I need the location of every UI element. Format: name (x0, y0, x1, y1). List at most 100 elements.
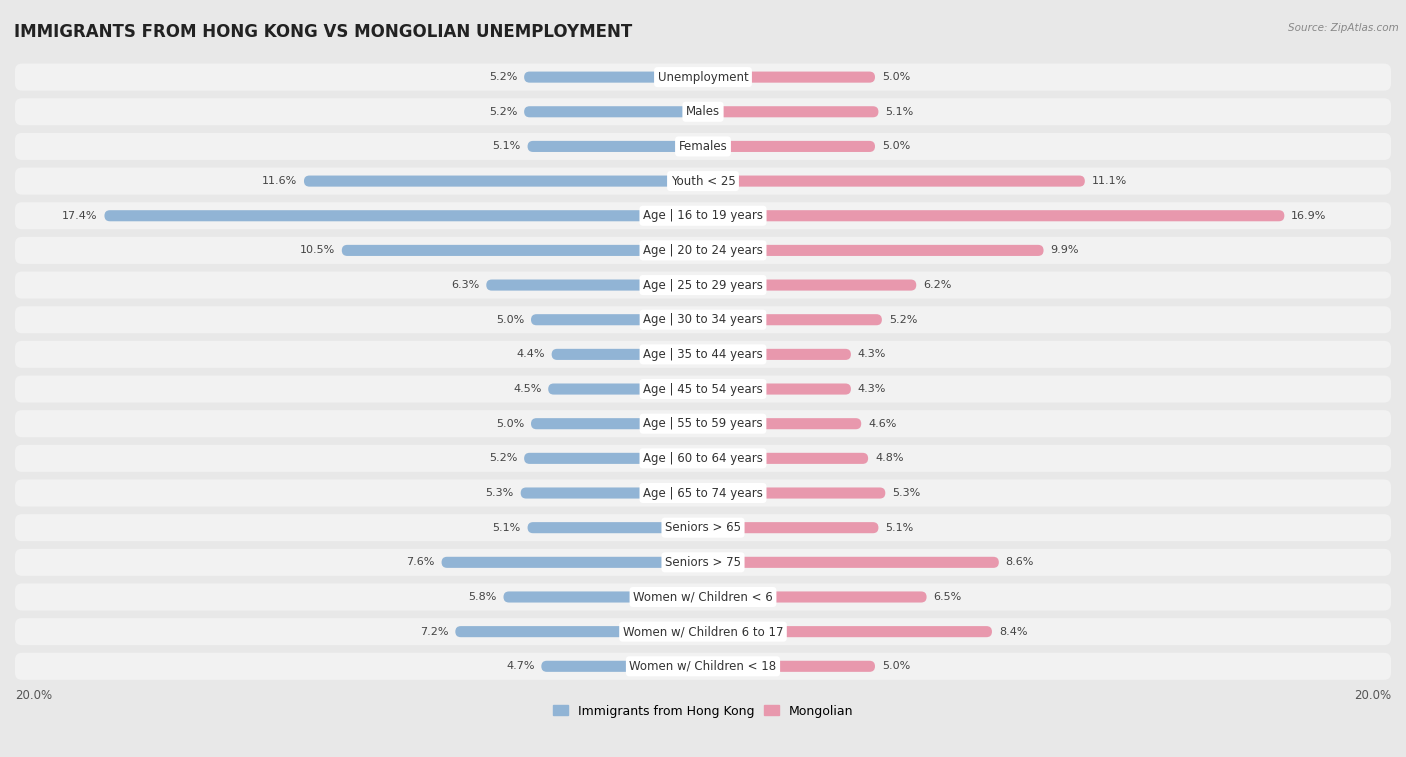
FancyBboxPatch shape (703, 279, 917, 291)
FancyBboxPatch shape (15, 306, 1391, 333)
Text: 5.0%: 5.0% (882, 142, 910, 151)
FancyBboxPatch shape (15, 133, 1391, 160)
FancyBboxPatch shape (548, 384, 703, 394)
Text: Source: ZipAtlas.com: Source: ZipAtlas.com (1288, 23, 1399, 33)
FancyBboxPatch shape (520, 488, 703, 499)
FancyBboxPatch shape (15, 549, 1391, 576)
FancyBboxPatch shape (703, 245, 1043, 256)
Text: Women w/ Children < 6: Women w/ Children < 6 (633, 590, 773, 603)
FancyBboxPatch shape (703, 176, 1085, 187)
FancyBboxPatch shape (541, 661, 703, 672)
Text: 5.0%: 5.0% (882, 662, 910, 671)
Text: 5.8%: 5.8% (468, 592, 496, 602)
Text: Women w/ Children < 18: Women w/ Children < 18 (630, 660, 776, 673)
FancyBboxPatch shape (15, 237, 1391, 264)
FancyBboxPatch shape (527, 141, 703, 152)
FancyBboxPatch shape (703, 522, 879, 533)
FancyBboxPatch shape (703, 384, 851, 394)
Text: 10.5%: 10.5% (299, 245, 335, 255)
FancyBboxPatch shape (15, 272, 1391, 298)
FancyBboxPatch shape (551, 349, 703, 360)
FancyBboxPatch shape (342, 245, 703, 256)
Text: 11.6%: 11.6% (262, 176, 297, 186)
Text: 7.6%: 7.6% (406, 557, 434, 567)
FancyBboxPatch shape (304, 176, 703, 187)
Text: 5.1%: 5.1% (492, 522, 520, 533)
Text: Females: Females (679, 140, 727, 153)
Text: 4.4%: 4.4% (516, 350, 544, 360)
Text: Women w/ Children 6 to 17: Women w/ Children 6 to 17 (623, 625, 783, 638)
Text: 6.3%: 6.3% (451, 280, 479, 290)
Text: 5.1%: 5.1% (886, 107, 914, 117)
Text: 11.1%: 11.1% (1091, 176, 1128, 186)
FancyBboxPatch shape (703, 106, 879, 117)
Text: Age | 20 to 24 years: Age | 20 to 24 years (643, 244, 763, 257)
FancyBboxPatch shape (524, 453, 703, 464)
Text: 5.3%: 5.3% (893, 488, 921, 498)
FancyBboxPatch shape (524, 106, 703, 117)
Text: 5.3%: 5.3% (485, 488, 513, 498)
FancyBboxPatch shape (703, 488, 886, 499)
Text: 4.7%: 4.7% (506, 662, 534, 671)
Text: Youth < 25: Youth < 25 (671, 175, 735, 188)
Text: 5.1%: 5.1% (886, 522, 914, 533)
Text: Age | 25 to 29 years: Age | 25 to 29 years (643, 279, 763, 291)
FancyBboxPatch shape (15, 618, 1391, 645)
Text: Age | 35 to 44 years: Age | 35 to 44 years (643, 348, 763, 361)
Text: 20.0%: 20.0% (1354, 689, 1391, 702)
Text: Age | 60 to 64 years: Age | 60 to 64 years (643, 452, 763, 465)
Text: 9.9%: 9.9% (1050, 245, 1078, 255)
FancyBboxPatch shape (15, 167, 1391, 195)
Text: Age | 65 to 74 years: Age | 65 to 74 years (643, 487, 763, 500)
FancyBboxPatch shape (15, 64, 1391, 91)
FancyBboxPatch shape (15, 410, 1391, 438)
Text: 6.2%: 6.2% (924, 280, 952, 290)
Text: 5.2%: 5.2% (489, 107, 517, 117)
Text: 7.2%: 7.2% (420, 627, 449, 637)
Text: 8.4%: 8.4% (998, 627, 1028, 637)
Legend: Immigrants from Hong Kong, Mongolian: Immigrants from Hong Kong, Mongolian (547, 699, 859, 723)
Text: 5.0%: 5.0% (882, 72, 910, 82)
Text: 4.3%: 4.3% (858, 350, 886, 360)
FancyBboxPatch shape (15, 584, 1391, 610)
FancyBboxPatch shape (486, 279, 703, 291)
Text: 4.8%: 4.8% (875, 453, 904, 463)
FancyBboxPatch shape (703, 349, 851, 360)
FancyBboxPatch shape (15, 98, 1391, 126)
FancyBboxPatch shape (527, 522, 703, 533)
FancyBboxPatch shape (703, 661, 875, 672)
FancyBboxPatch shape (703, 626, 993, 637)
FancyBboxPatch shape (503, 591, 703, 603)
FancyBboxPatch shape (104, 210, 703, 221)
FancyBboxPatch shape (524, 72, 703, 83)
Text: 5.2%: 5.2% (489, 72, 517, 82)
Text: 4.5%: 4.5% (513, 384, 541, 394)
Text: Seniors > 65: Seniors > 65 (665, 521, 741, 534)
FancyBboxPatch shape (703, 418, 862, 429)
FancyBboxPatch shape (15, 479, 1391, 506)
FancyBboxPatch shape (15, 341, 1391, 368)
FancyBboxPatch shape (703, 453, 868, 464)
Text: 5.1%: 5.1% (492, 142, 520, 151)
FancyBboxPatch shape (703, 314, 882, 326)
FancyBboxPatch shape (531, 418, 703, 429)
Text: Unemployment: Unemployment (658, 70, 748, 83)
Text: 5.2%: 5.2% (489, 453, 517, 463)
FancyBboxPatch shape (441, 557, 703, 568)
FancyBboxPatch shape (703, 210, 1284, 221)
FancyBboxPatch shape (456, 626, 703, 637)
FancyBboxPatch shape (15, 514, 1391, 541)
FancyBboxPatch shape (703, 141, 875, 152)
Text: 17.4%: 17.4% (62, 210, 97, 221)
FancyBboxPatch shape (703, 72, 875, 83)
FancyBboxPatch shape (531, 314, 703, 326)
Text: Age | 55 to 59 years: Age | 55 to 59 years (643, 417, 763, 430)
Text: 8.6%: 8.6% (1005, 557, 1033, 567)
Text: 4.6%: 4.6% (868, 419, 897, 428)
Text: 6.5%: 6.5% (934, 592, 962, 602)
Text: 5.0%: 5.0% (496, 419, 524, 428)
Text: 20.0%: 20.0% (15, 689, 52, 702)
Text: IMMIGRANTS FROM HONG KONG VS MONGOLIAN UNEMPLOYMENT: IMMIGRANTS FROM HONG KONG VS MONGOLIAN U… (14, 23, 633, 41)
Text: Age | 45 to 54 years: Age | 45 to 54 years (643, 382, 763, 396)
FancyBboxPatch shape (15, 375, 1391, 403)
